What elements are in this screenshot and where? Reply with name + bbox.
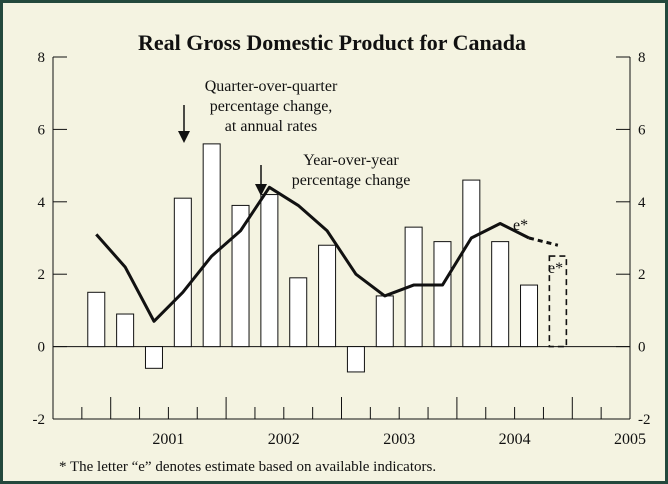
bar	[491, 241, 510, 348]
x-tick-label-year: 2004	[499, 431, 531, 448]
bar-series-label: percentage change,	[210, 98, 333, 115]
bar	[520, 284, 539, 348]
bar	[116, 313, 135, 348]
y-tick-label-left: -2	[33, 412, 46, 428]
estimate-marker-bar: e*	[548, 260, 563, 277]
bar	[375, 295, 394, 348]
y-tick-label-right: 6	[638, 122, 646, 138]
line-path-estimate	[528, 236, 559, 247]
bar-series	[87, 143, 568, 373]
bar	[318, 244, 337, 348]
bar	[144, 346, 163, 369]
y-tick-label-right: 8	[638, 50, 646, 66]
bar	[462, 179, 481, 348]
footnote: * The letter “e” denotes estimate based …	[59, 459, 437, 475]
y-tick-label-right: 2	[638, 267, 646, 283]
y-tick-label-left: 2	[38, 267, 46, 283]
estimate-marker-line: e*	[513, 217, 528, 234]
line-path	[95, 185, 530, 323]
y-tick-label-left: 0	[38, 340, 46, 356]
y-tick-label-left: 4	[38, 195, 46, 211]
bar	[289, 277, 308, 348]
bar	[346, 346, 365, 373]
y-tick-label-right: 0	[638, 340, 646, 356]
bar	[433, 241, 452, 348]
axes: 8 8 6 6 4 4 2 2 0 0 -2 -2 2001 2002 2003 2004 2005	[33, 50, 651, 448]
y-tick-label-left: 8	[38, 50, 46, 66]
bar-label-arrowhead	[178, 131, 190, 143]
bar	[173, 197, 192, 348]
annotations: Quarter-over-quarter percentage change, at…	[178, 78, 563, 277]
bar-series-label: Quarter-over-quarter	[205, 78, 338, 95]
line-series	[95, 185, 559, 323]
bar-series-label: at annual rates	[225, 118, 317, 135]
y-tick-label-right: 4	[638, 195, 646, 211]
line-label-arrowhead	[255, 184, 267, 196]
bar	[87, 291, 106, 348]
line-series-label: percentage change	[292, 172, 411, 189]
y-tick-label-right: -2	[638, 412, 651, 428]
x-tick-label-year: 2002	[268, 431, 300, 448]
bar	[202, 143, 221, 348]
x-tick-label-year: 2001	[152, 431, 184, 448]
x-tick-label-year: 2003	[383, 431, 415, 448]
bar	[260, 194, 279, 348]
y-tick-label-left: 6	[38, 122, 46, 138]
bar-estimate	[548, 255, 568, 348]
x-tick-label-year: 2005	[614, 431, 646, 448]
bar	[231, 204, 250, 348]
line-series-label: Year-over-year	[303, 152, 399, 169]
chart-canvas: Real Gross Domestic Product for Canada 8…	[33, 30, 651, 448]
chart-title: Real Gross Domestic Product for Canada	[138, 30, 526, 55]
